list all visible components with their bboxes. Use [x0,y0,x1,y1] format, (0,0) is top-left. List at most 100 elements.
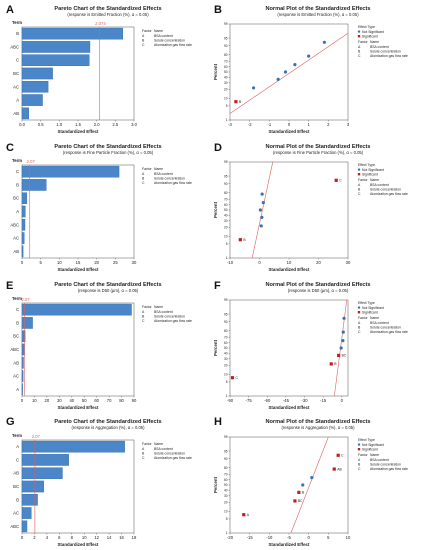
bar [21,383,23,396]
tick-label-y: 5 [226,104,228,108]
tick-label-x: -90 [227,398,234,403]
legend-factor-name: Solute concentration [370,50,401,54]
y-axis-label: Percent [213,339,218,356]
legend-factor-name: BSA content [370,183,389,187]
plot-frame [229,436,349,534]
tick-label-y: A [16,387,19,392]
legend-factor: B [142,177,145,181]
bar [21,41,91,53]
tick-label-x: 6 [58,535,61,540]
reference-label: 2.07 [27,159,36,164]
legend-factor-title: Factor [142,167,152,171]
tick-label-x: 0 [307,535,310,540]
significant-point [334,178,338,182]
tick-label-x: 0.0 [19,122,25,127]
panel-label-d: D [214,142,222,154]
tick-label-x: 0 [21,535,24,540]
legend-factor: A [358,183,361,187]
reference-label: 2.07 [21,297,30,302]
tick-label-y: 50 [224,483,228,487]
legend-factor: C [358,192,361,196]
tick-label-y: 99 [224,160,228,164]
point-label: BC [298,499,303,503]
data-point [341,330,345,334]
legend-effect-title: Effect Type [358,163,375,167]
tick-label-y: 80 [224,191,228,195]
legend-name-title: Name [154,167,163,171]
legend-factor-name: Atomization gas flow rate [370,467,408,471]
point-label: B [243,238,246,242]
point-label: B [239,100,242,104]
chart-title: Pareto Chart of the Standardized Effects [54,419,161,425]
tick-label-y: 30 [224,357,228,361]
tick-label-x: 3 [347,122,350,127]
reference-label: 2.07 [32,434,41,439]
legend-factor-name: Solute concentration [154,177,185,181]
legend-factor: C [358,467,361,471]
legend-factor: A [142,310,145,314]
legend-factor: B [358,326,361,330]
tick-label-x: 2.5 [112,122,118,127]
tick-label-y: 30 [224,219,228,223]
legend-factor: A [358,321,361,325]
tick-label-y: ABC [10,44,19,49]
tick-label-y: 10 [224,373,228,377]
legend-factor-name: BSA content [154,447,173,451]
tick-label-y: 1 [226,394,228,398]
tick-label-x: 12 [94,535,99,540]
bar [21,81,49,93]
data-point [258,208,262,212]
tick-label-y: C [16,58,19,63]
bar [21,232,25,244]
tick-label-y: AC [13,511,19,516]
tick-label-x: -3 [228,122,232,127]
legend-effect-label: Significant [362,448,378,452]
legend-factor: A [142,172,145,176]
y-axis-label: Percent [213,476,218,493]
bar [21,440,125,453]
data-point [301,483,305,487]
bar [21,330,26,342]
tick-label-y: 70 [224,197,228,201]
tick-label-y: 70 [224,59,228,63]
point-label: C [341,453,344,457]
tick-label-y: 60 [224,341,228,345]
tick-label-y: C [16,457,19,462]
tick-label-x: -60 [264,398,271,403]
tick-label-x: 0 [288,122,291,127]
data-point [307,54,311,58]
tick-label-y: 60 [224,203,228,207]
legend-factor-title: Factor [142,305,152,309]
chart-subtitle: (response is Aggregation (%), α = 0.05) [71,425,145,430]
chart-title: Normal Plot of the Standardized Effects [265,419,370,425]
tick-label-x: 18 [132,535,137,540]
bar [21,165,120,178]
chart-subtitle: (response is Emitted Fraction (%), α = 0… [67,12,149,17]
x-axis-label: Standardized Effect [269,267,311,272]
tick-label-x: 50 [82,398,87,403]
tick-label-x: 0 [21,398,24,403]
legend-factor-name: Atomization gas flow rate [154,319,192,323]
chart-title: Pareto Chart of the Standardized Effects [54,6,161,12]
y-axis-label: Percent [213,201,218,218]
tick-label-x: -20 [227,535,234,540]
tick-label-y: A [16,444,19,449]
legend-effect-label: Significant [362,35,378,39]
y-axis-label: Term [12,20,22,25]
legend-factor-name: Atomization gas flow rate [154,181,192,185]
bar [21,205,26,218]
bar [21,494,38,506]
tick-label-x: 1.0 [56,122,62,127]
point-label: B [302,491,305,495]
bar [21,317,33,329]
tick-label-x: 20 [94,260,99,265]
normal-plot-d: Normal Plot of the Standardized Effects(… [210,138,421,275]
legend-factor: A [142,447,145,451]
data-point [310,476,314,480]
legend-marker-not-significant [357,306,361,309]
significant-point [234,100,238,104]
chart-title: Normal Plot of the Standardized Effects [265,144,370,150]
tick-label-y: AC [13,236,19,241]
tick-label-x: 20 [45,398,50,403]
